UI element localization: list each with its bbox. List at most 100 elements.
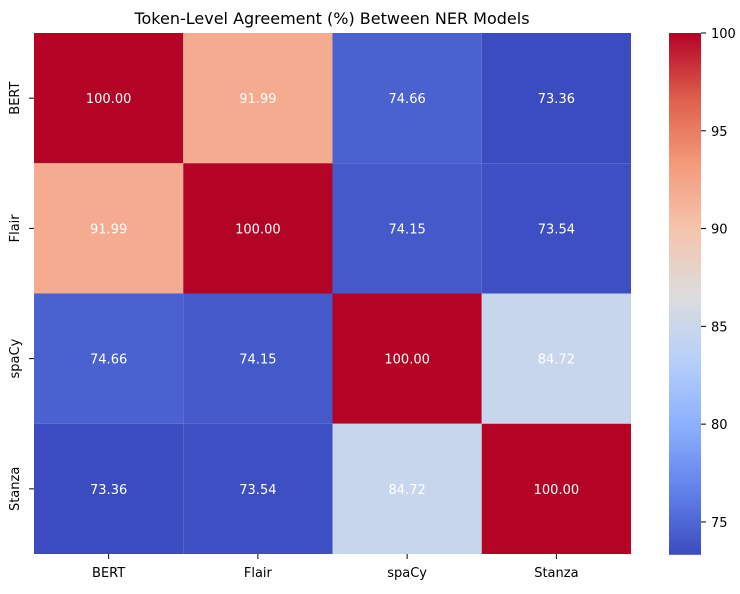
colorbar-segment [669,433,701,438]
colorbar-segment [669,384,701,389]
colorbar-segment [669,404,701,409]
colorbar-segment [669,498,701,503]
colorbar-segment [669,342,701,347]
colorbar-segment [669,407,701,412]
colorbar-segment [669,231,701,236]
colorbar-tick-label: 90 [711,223,728,238]
colorbar-segment [669,345,701,350]
colorbar-segment [669,234,701,239]
colorbar-segment [669,205,701,210]
colorbar-segment [669,371,701,376]
colorbar-segment [669,140,701,145]
colorbar-segment [669,33,701,38]
heatmap-cell [332,293,482,424]
heatmap-value-label: 84.72 [389,483,426,498]
colorbar-segment [669,114,701,119]
colorbar-segment [669,179,701,184]
heatmap-value-label: 91.99 [90,222,127,237]
heatmap-value-label: 73.54 [239,483,276,498]
colorbar-segment [669,358,701,363]
colorbar-segment [669,62,701,67]
colorbar-segment [669,427,701,432]
colorbar-segment [669,46,701,51]
colorbar-segment [669,329,701,334]
colorbar-segment [669,186,701,191]
colorbar-segment [669,479,701,484]
heatmap-value-label: 74.15 [389,222,426,237]
colorbar-segment [669,202,701,207]
colorbar-segment [669,348,701,353]
colorbar-segment [669,218,701,223]
colorbar-segment [669,81,701,86]
colorbar-segment [669,101,701,106]
colorbar-segment [669,104,701,109]
colorbar-segment [669,524,701,529]
colorbar-segment [669,127,701,132]
colorbar-segment [669,475,701,480]
colorbar-segment [669,42,701,47]
colorbar-segment [669,65,701,70]
colorbar-segment [669,531,701,536]
colorbar-segment [669,550,701,555]
y-axis-tick-label: spaCy [8,338,23,378]
heatmap-value-label: 100.00 [235,222,281,237]
colorbar-tick-label: 75 [711,516,728,531]
heatmap-cell [183,163,333,294]
colorbar-segment [669,225,701,230]
colorbar-segment [669,540,701,546]
colorbar-segment [669,355,701,360]
colorbar-segment [669,521,701,526]
colorbar-segment [669,482,701,487]
colorbar-segment [669,361,701,366]
colorbar-segment [669,195,701,200]
colorbar-segment [669,352,701,357]
colorbar-segment [669,319,701,324]
colorbar-segment [669,440,701,445]
y-axis-tick-label: Flair [8,214,23,243]
heatmap-value-label: 73.36 [538,92,575,107]
colorbar-segment [669,72,701,77]
colorbar-segment [669,518,701,523]
heatmap-value-label: 100.00 [534,483,580,498]
heatmap-cells [34,33,631,554]
colorbar-segment [669,133,701,138]
colorbar-segment [669,413,701,419]
colorbar-segment [669,68,701,73]
colorbar-segment [669,166,701,171]
colorbar-segment [669,449,701,454]
colorbar-segment [669,124,701,129]
colorbar-segment [669,410,701,415]
colorbar-segment [669,423,701,428]
colorbar: 75 80 85 90 95 100 [669,27,736,555]
colorbar-segment [669,485,701,490]
heatmap-value-labels: 100.00 91.99 74.66 73.36 91.99 100.00 74.15 73.… [86,92,579,498]
colorbar-segment [669,443,701,448]
heatmap-cell [332,423,482,554]
colorbar-segment [669,501,701,506]
colorbar-segment [669,378,701,383]
colorbar-segment [669,381,701,386]
heatmap-cell [183,293,333,424]
colorbar-segment [669,98,701,103]
colorbar-segment [669,251,701,256]
colorbar-tick-label: 100 [711,27,736,42]
heatmap-cell [481,293,631,424]
colorbar-segment [669,215,701,220]
heatmap-cell [481,423,631,554]
colorbar-segment [669,472,701,477]
colorbar-tick-label: 85 [711,320,728,335]
colorbar-segment [669,199,701,204]
colorbar-segment [669,143,701,148]
colorbar-segment [669,394,701,399]
colorbar-segment [669,182,701,187]
heatmap-value-label: 74.66 [389,92,426,107]
colorbar-segment [669,189,701,194]
colorbar-segment [669,150,701,155]
colorbar-segment [669,49,701,54]
colorbar-tick-label: 95 [711,125,728,140]
colorbar-tick-label: 80 [711,418,728,433]
colorbar-segment [669,212,701,217]
y-axis-tick-label: Stanza [8,467,23,511]
